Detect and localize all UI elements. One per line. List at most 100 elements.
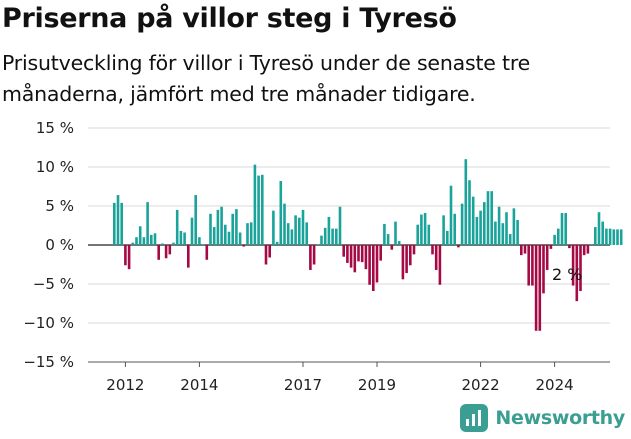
bar [227,231,231,245]
bar [172,242,175,245]
bar [549,245,553,249]
x-tick-label: 2012 [106,376,144,394]
bar [242,245,246,247]
bar [508,234,512,245]
bar [157,245,160,260]
bar [523,245,527,254]
bar [246,223,249,245]
bar [520,245,523,256]
bar [127,245,131,270]
bar [268,245,271,258]
bar [431,245,434,255]
bar [582,245,586,256]
bar [327,216,331,245]
bar [135,237,138,245]
bar [505,212,508,245]
bar [571,245,575,286]
bar [249,222,253,245]
bar [305,222,308,245]
bar [309,245,312,270]
bar [516,220,519,245]
bar [612,229,616,245]
bar [209,213,212,245]
bar [605,228,608,245]
bar [224,224,227,245]
bar [323,227,327,245]
bar [283,203,286,245]
bar [120,202,123,245]
bar [394,221,397,245]
bar [257,175,260,245]
bar [279,181,283,245]
bar [113,202,116,245]
bar [575,245,579,302]
bar [409,245,412,266]
bar [594,227,597,245]
bar [360,245,364,263]
bar [557,228,560,245]
bar [608,228,612,245]
bar [449,185,453,245]
bar [460,203,464,245]
bar [364,245,368,270]
bar [512,208,516,245]
bar [542,245,545,294]
y-tick-label: −5 % [33,275,74,293]
bar [527,245,530,286]
bar [220,206,223,245]
bar [338,206,342,245]
bar [153,233,157,245]
bar [564,213,567,245]
bar [416,224,419,245]
bar [401,245,405,280]
bar [475,216,479,245]
x-tick-label: 2024 [536,376,574,394]
bar [531,245,534,286]
bar [457,245,460,248]
bar [464,159,468,245]
chart-title: Priserna på villor steg i Tyresö [2,3,457,34]
bar [397,241,401,245]
bar [231,213,234,245]
bar [590,244,593,245]
bar [379,245,382,261]
bar [372,245,375,292]
x-tick-label: 2017 [284,376,322,394]
bar [138,226,142,245]
bar [116,195,120,245]
bar [335,228,338,245]
grid-lines [88,127,610,363]
bar [131,242,135,245]
bar [568,245,571,249]
bar [168,245,172,255]
bar [412,245,416,255]
bar [253,164,257,245]
bar [286,223,290,245]
bar [320,235,323,245]
bar [212,227,216,245]
bar [486,191,490,245]
bar [272,210,275,245]
bar [198,237,201,245]
bar [349,245,353,268]
bar [420,214,423,245]
bar [483,202,486,245]
bar [619,229,623,245]
bar [201,244,205,245]
bar [142,237,146,245]
bar [442,215,445,245]
x-tick-label: 2014 [180,376,218,394]
bar [190,217,194,245]
bar [205,245,209,260]
bar [150,234,153,245]
bar [538,245,542,331]
bar [446,230,449,245]
chart-subtitle: Prisutveckling för villor i Tyresö under… [2,51,531,106]
y-tick-label: 15 % [36,119,74,137]
newsworthy-logo[interactable]: Newsworthy [459,403,625,433]
bars [113,159,623,331]
bar [290,229,294,245]
bar [331,228,334,245]
y-axis-ticks: 15 % 10 % 5 % 0 % −5 % −10 % −15 % [23,119,74,371]
